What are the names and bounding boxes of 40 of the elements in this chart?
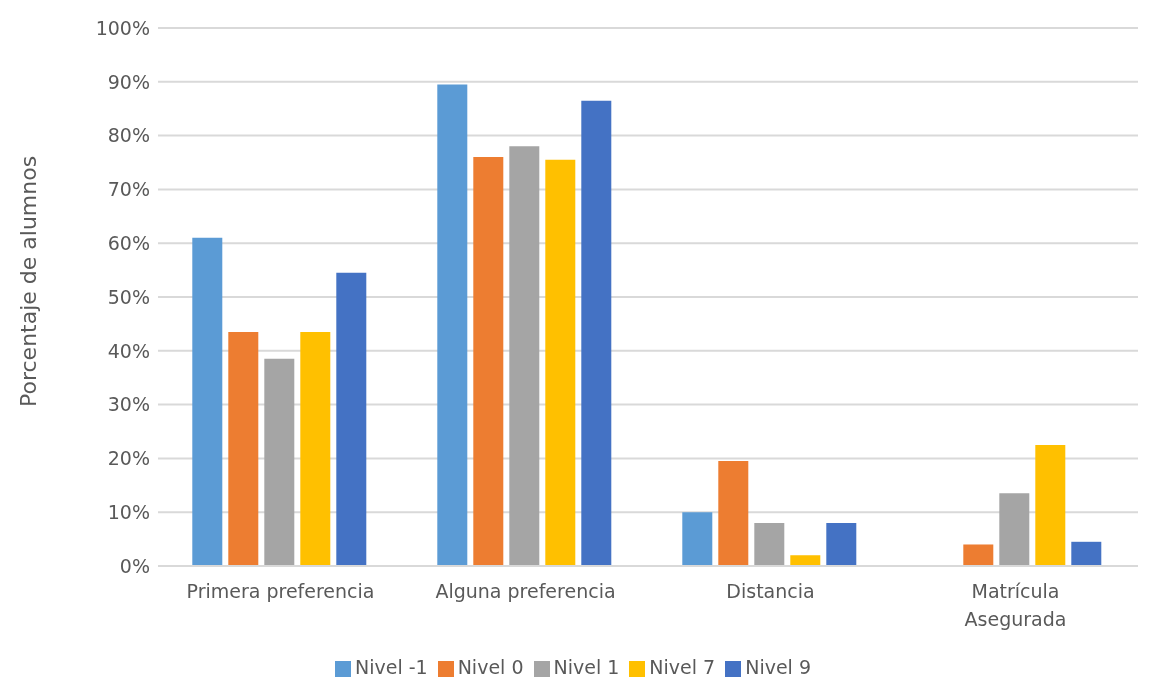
x-tick-label: Primera preferencia: [186, 580, 375, 602]
bar: [718, 461, 749, 566]
bar: [336, 272, 367, 566]
bar: [790, 555, 821, 566]
legend-label: Nivel 9: [745, 656, 812, 678]
y-tick-label: 50%: [107, 285, 150, 308]
bar: [581, 100, 612, 566]
x-tick-label: Distancia: [726, 580, 815, 602]
bar: [826, 522, 857, 566]
legend-label: Nivel 0: [457, 656, 524, 678]
legend-label: Nivel 1: [553, 656, 620, 678]
bar: [437, 84, 468, 566]
bar: [300, 331, 331, 566]
y-tick-label: 40%: [107, 339, 150, 362]
bar: [473, 157, 504, 566]
y-tick-label: 90%: [107, 70, 150, 93]
bar: [682, 512, 713, 566]
bar: [264, 358, 295, 566]
y-tick-label: 10%: [107, 500, 150, 523]
bar: [963, 544, 994, 566]
bar: [999, 493, 1030, 566]
y-axis-title: Porcentaje de alumnos: [15, 155, 41, 407]
x-tick-label: Matrícula Asegurada: [964, 580, 1067, 630]
bar: [509, 146, 540, 566]
y-tick-label: 20%: [107, 447, 150, 470]
bar: [1071, 541, 1102, 566]
y-tick-label: 60%: [107, 231, 150, 254]
legend-label: Nivel -1: [354, 656, 428, 678]
bar: [545, 159, 576, 566]
y-tick-label: 30%: [107, 393, 150, 416]
legend-label: Nivel 7: [649, 656, 716, 678]
bar: [192, 237, 223, 566]
y-tick-label: 70%: [107, 178, 150, 201]
x-tick-label: Alguna preferencia: [435, 580, 616, 602]
bar: [1035, 444, 1066, 566]
y-tick-label: 80%: [107, 124, 150, 147]
y-tick-label: 100%: [95, 16, 150, 39]
bar: [754, 522, 785, 566]
bar: [228, 331, 259, 566]
y-tick-label: 0%: [119, 554, 150, 577]
